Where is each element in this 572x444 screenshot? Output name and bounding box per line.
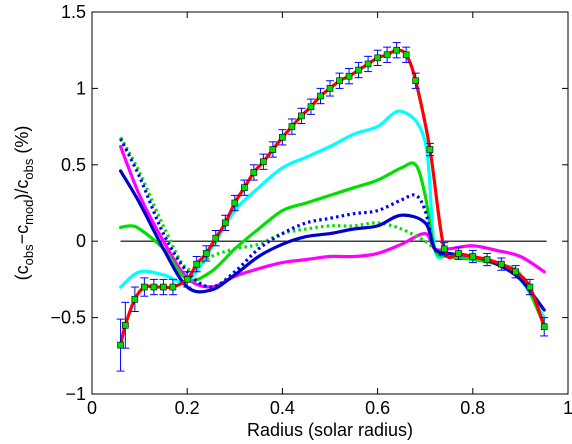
data-point-marker [231,199,239,207]
x-axis-label: Radius (solar radius) [247,420,413,440]
data-point-marker [183,276,191,283]
data-point-marker [455,250,462,257]
data-point-marker [221,219,229,227]
data-point-marker [131,295,139,303]
data-point-marker [345,72,353,80]
data-point-marker [317,92,324,100]
data-point-marker [336,77,343,85]
y-tick-label: −1 [65,384,86,404]
data-point-marker [122,321,129,329]
y-axis-label-part: (c [12,265,32,280]
data-point-marker [440,245,448,253]
data-point-marker [412,77,419,85]
y-axis-label-part: −c [12,225,32,245]
y-tick-label: 1.5 [61,2,86,22]
x-tick-label: 0.4 [270,398,295,418]
y-tick-label: 1 [76,78,86,98]
data-point-marker [364,60,372,68]
data-point-marker [141,283,148,291]
data-point-marker [279,133,286,141]
data-point-marker [117,341,124,349]
series-line-4 [119,136,450,272]
data-point-marker [512,268,519,276]
y-axis-label-part: (%) [12,126,32,159]
plot-area [116,42,549,372]
axes: 0 0.2 0.4 0.6 0.8 1 −1 −0.5 0 0.5 1 1.5 [50,2,572,418]
data-point-marker [540,323,548,331]
data-point-marker [241,184,248,192]
plot-frame [91,11,569,395]
data-point-marker [402,51,410,59]
data-point-marker [160,283,167,291]
data-point-marker [393,46,400,54]
data-point-marker [250,169,258,176]
data-point-marker [260,158,267,166]
data-point-marker [469,253,477,260]
data-point-marker [383,51,391,59]
x-tick-label: 0.6 [365,398,390,418]
data-point-marker [298,112,305,120]
y-axis-label-part: obs [21,158,36,179]
x-tick-label: 0 [87,398,97,418]
y-tick-label: 0 [76,231,86,251]
series-line-3 [119,161,546,327]
data-point-marker [193,260,201,268]
data-point-marker [326,85,334,92]
data-point-marker [269,146,277,153]
data-point-marker [169,283,177,291]
y-axis-label: (cobs−cmod)/cobs (%) [12,126,36,281]
x-tick-label: 0.8 [460,398,485,418]
data-point-marker [374,54,381,62]
data-point-marker [288,123,296,130]
x-tick-label: 0.2 [175,398,200,418]
y-tick-label: 0.5 [61,155,86,175]
y-tick-label: −0.5 [50,308,86,328]
series-line-5 [119,138,450,289]
data-point-marker [307,103,315,111]
y-axis-label-part: )/c [12,180,32,200]
data-point-marker [150,283,158,291]
data-point-marker [498,260,505,268]
observed-markers [116,42,549,372]
data-point-marker [483,256,491,263]
data-point-marker [202,250,210,257]
y-axis-label-part: mod [21,200,36,225]
y-axis-label-part: obs [21,244,36,265]
data-point-marker [426,146,434,153]
data-point-marker [355,66,362,74]
data-point-marker [212,234,220,242]
x-tick-label: 1 [563,398,572,418]
data-point-marker [526,283,534,291]
